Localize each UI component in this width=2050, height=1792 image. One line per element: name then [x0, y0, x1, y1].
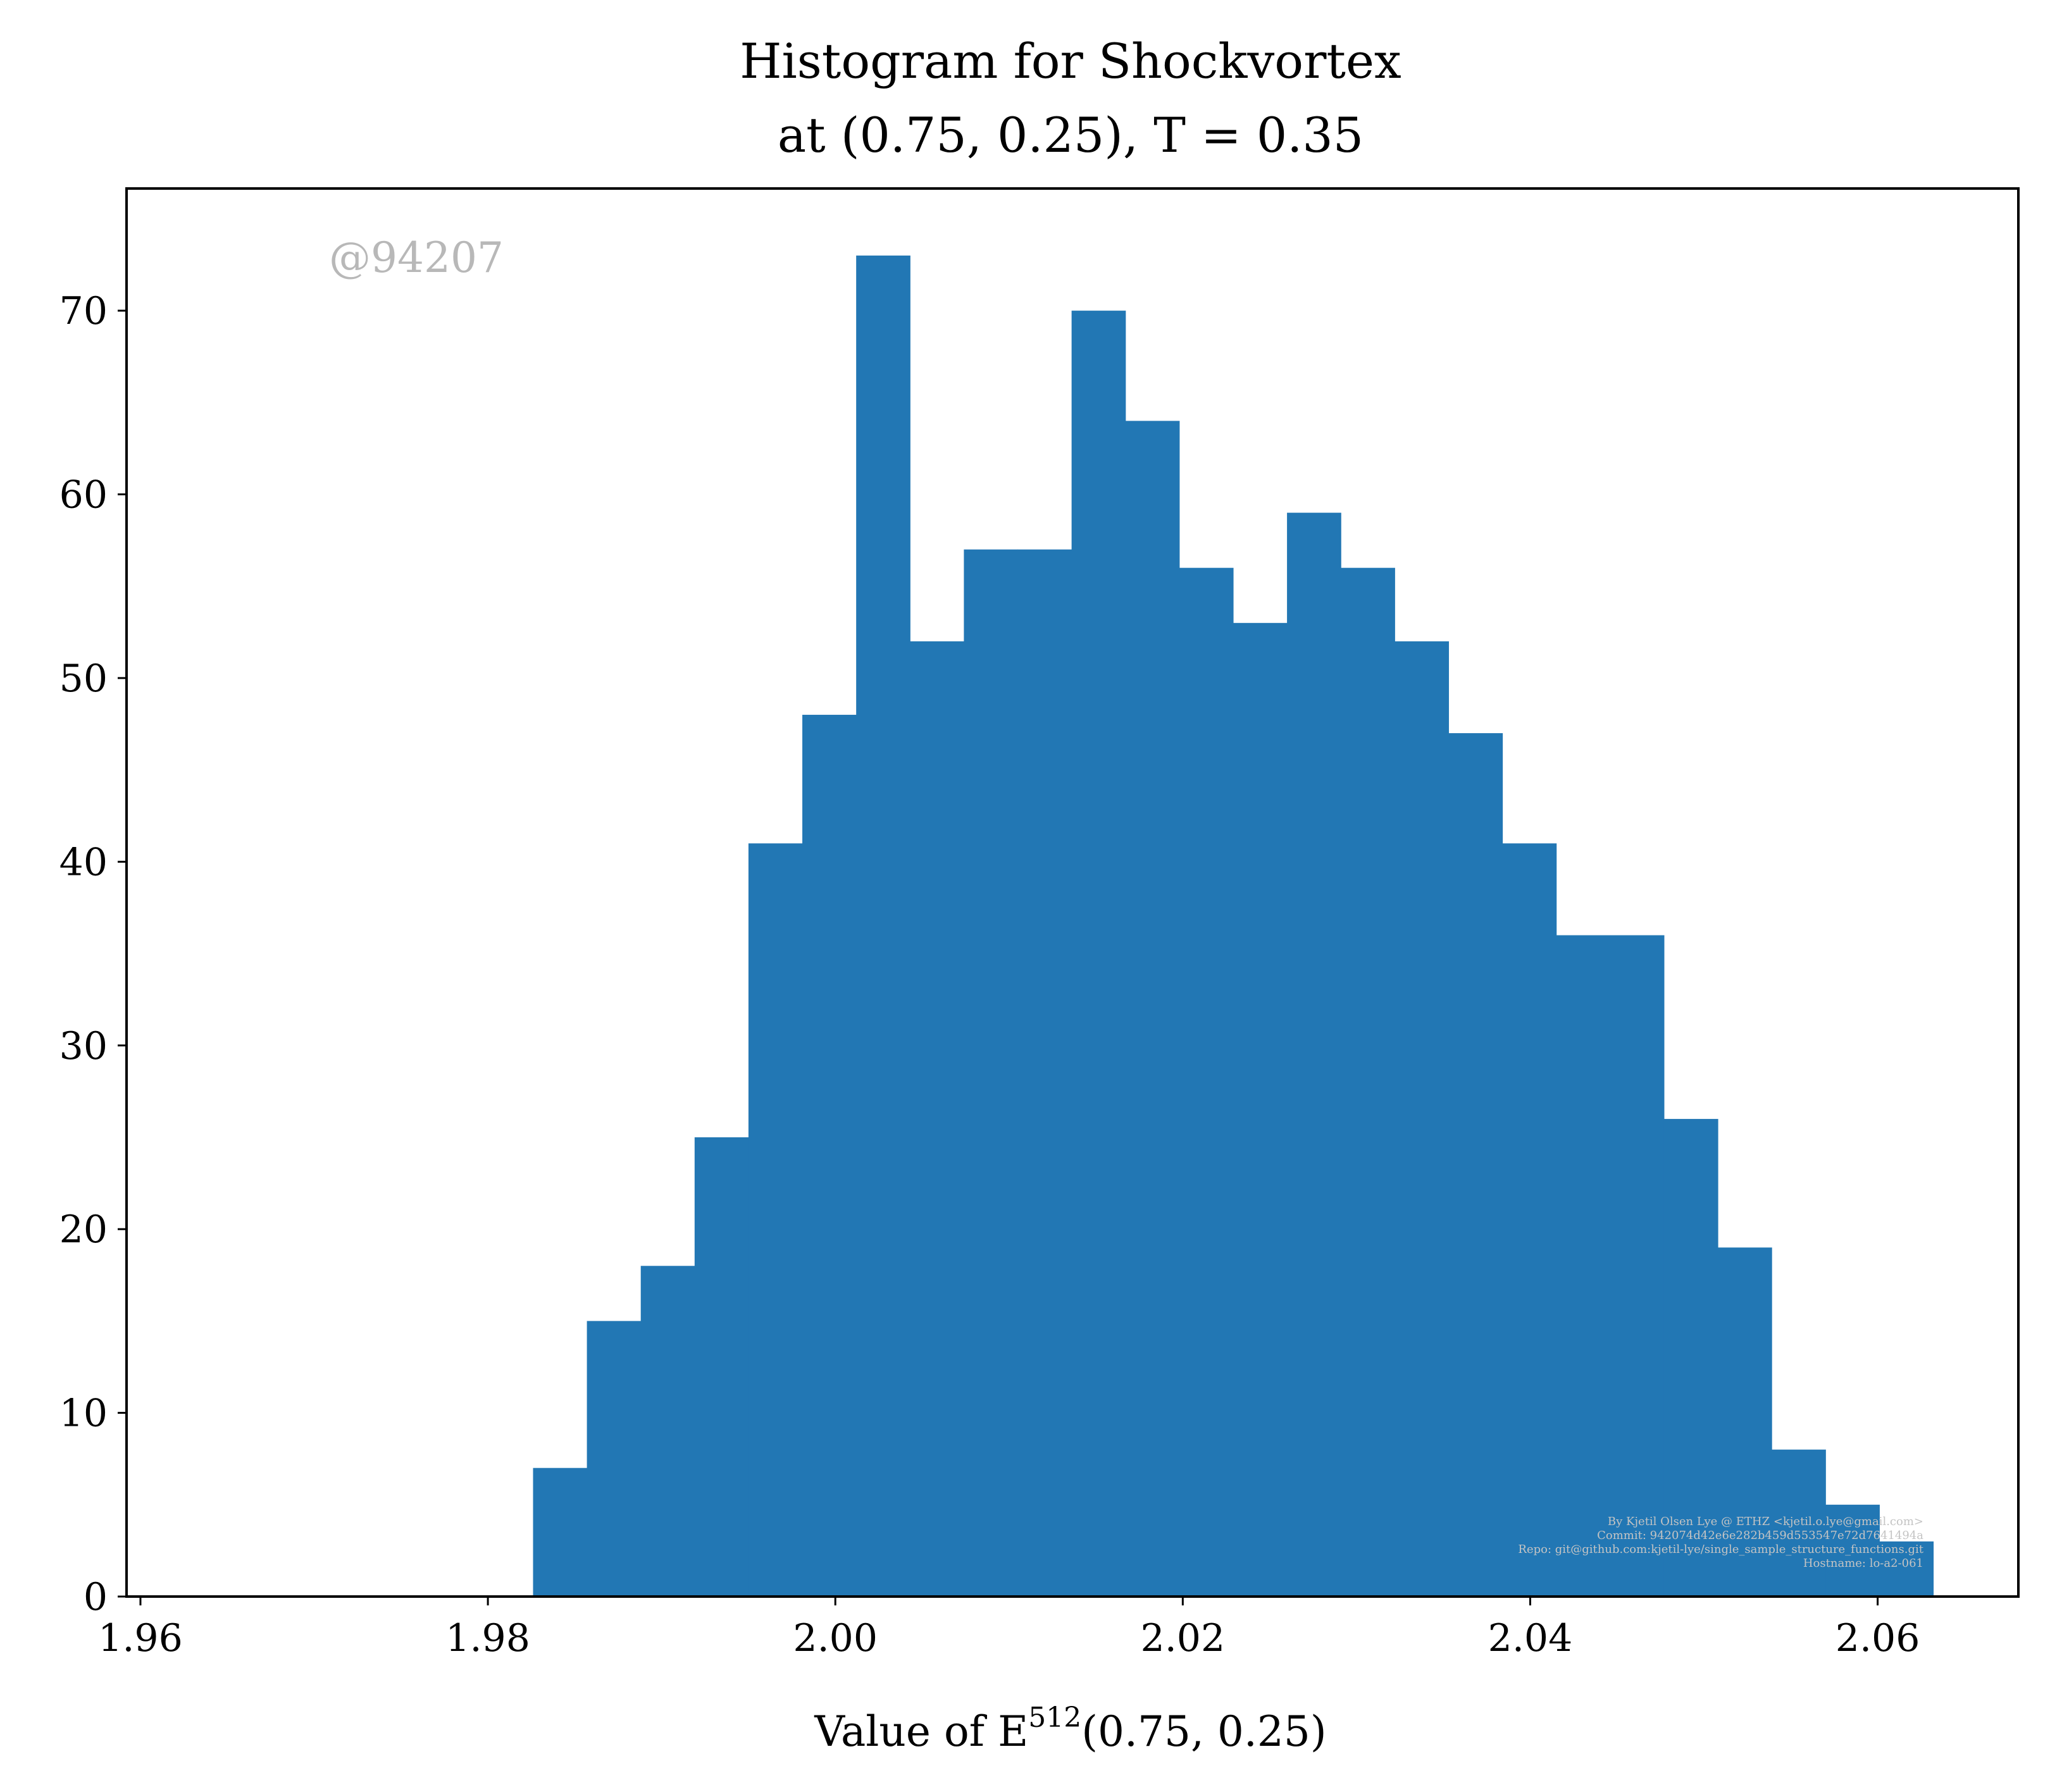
- chart-title: Histogram for Shockvortex: [740, 33, 1401, 89]
- histogram-bar: [1395, 641, 1450, 1597]
- histogram-bar: [1125, 421, 1180, 1597]
- credit-line: By Kjetil Olsen Lye @ ETHZ <kjetil.o.lye…: [1608, 1515, 1923, 1528]
- x-axis-label-superscript: 512: [1028, 1702, 1081, 1734]
- x-axis-label-text: Value of E: [814, 1707, 1028, 1756]
- histogram-bar: [1071, 311, 1126, 1597]
- x-tick-label: 2.06: [1836, 1616, 1920, 1660]
- histogram-bar: [1772, 1449, 1826, 1597]
- y-tick-label: 0: [84, 1575, 108, 1619]
- y-tick-label: 40: [59, 840, 108, 884]
- histogram-bar: [694, 1137, 749, 1597]
- histogram-bar: [1287, 512, 1341, 1597]
- x-tick-label: 2.04: [1488, 1616, 1573, 1660]
- histogram-bar: [910, 641, 964, 1597]
- plot-frame: [125, 187, 2020, 1598]
- y-tick-label: 20: [59, 1208, 108, 1252]
- x-axis: 1.96 1.98 2.00 2.02 2.04 2.06: [98, 1597, 1920, 1660]
- histogram-bar: [1879, 1541, 1934, 1597]
- x-tick-label: 2.00: [793, 1616, 878, 1660]
- histogram-bar: [1341, 567, 1395, 1597]
- histogram-bar: [640, 1266, 695, 1597]
- y-tick-label: 70: [59, 289, 108, 333]
- y-tick-label: 10: [59, 1392, 108, 1436]
- y-tick-label: 30: [59, 1024, 108, 1068]
- credit-line: Hostname: lo-a2-061: [1803, 1557, 1923, 1570]
- histogram-bar: [533, 1468, 588, 1597]
- histogram-bar: [587, 1321, 642, 1597]
- y-axis: 0 10 20 30 40 50 60 70: [59, 289, 127, 1619]
- credit-line: Commit: 942074d42e6e282b459d553547e72d76…: [1597, 1529, 1923, 1542]
- histogram-bar: [748, 843, 803, 1597]
- histogram-bar: [1448, 733, 1503, 1597]
- x-tick-label: 1.96: [98, 1616, 183, 1660]
- x-axis-label-suffix: (0.75, 0.25): [1081, 1707, 1326, 1756]
- histogram-bar: [1556, 935, 1611, 1597]
- chart-subtitle: at (0.75, 0.25), T = 0.35: [778, 107, 1364, 163]
- x-tick-label: 1.98: [445, 1616, 530, 1660]
- x-axis-label: Value of E512(0.75, 0.25): [814, 1702, 1326, 1756]
- histogram-bar: [802, 715, 857, 1597]
- histogram-bar: [1610, 935, 1665, 1597]
- histogram-bar: [1502, 843, 1557, 1597]
- histogram-bar: [1825, 1504, 1880, 1597]
- credit-text: By Kjetil Olsen Lye @ ETHZ <kjetil.o.lye…: [1518, 1515, 1923, 1570]
- credit-line: Repo: git@github.com:kjetil-lye/single_s…: [1518, 1543, 1923, 1556]
- histogram-bar: [1663, 1118, 1718, 1597]
- watermark-label: @94207: [329, 233, 504, 282]
- y-tick-label: 50: [59, 657, 108, 701]
- histogram-bar: [1233, 622, 1288, 1597]
- x-tick-label: 2.02: [1141, 1616, 1226, 1660]
- histogram-bar: [1718, 1247, 1772, 1597]
- histogram-bar: [964, 549, 1019, 1597]
- histogram-bar: [856, 256, 910, 1597]
- histogram-bar: [1017, 549, 1072, 1597]
- histogram-bar: [1179, 567, 1234, 1597]
- histogram-bars: [533, 256, 1934, 1597]
- y-tick-label: 60: [59, 473, 108, 517]
